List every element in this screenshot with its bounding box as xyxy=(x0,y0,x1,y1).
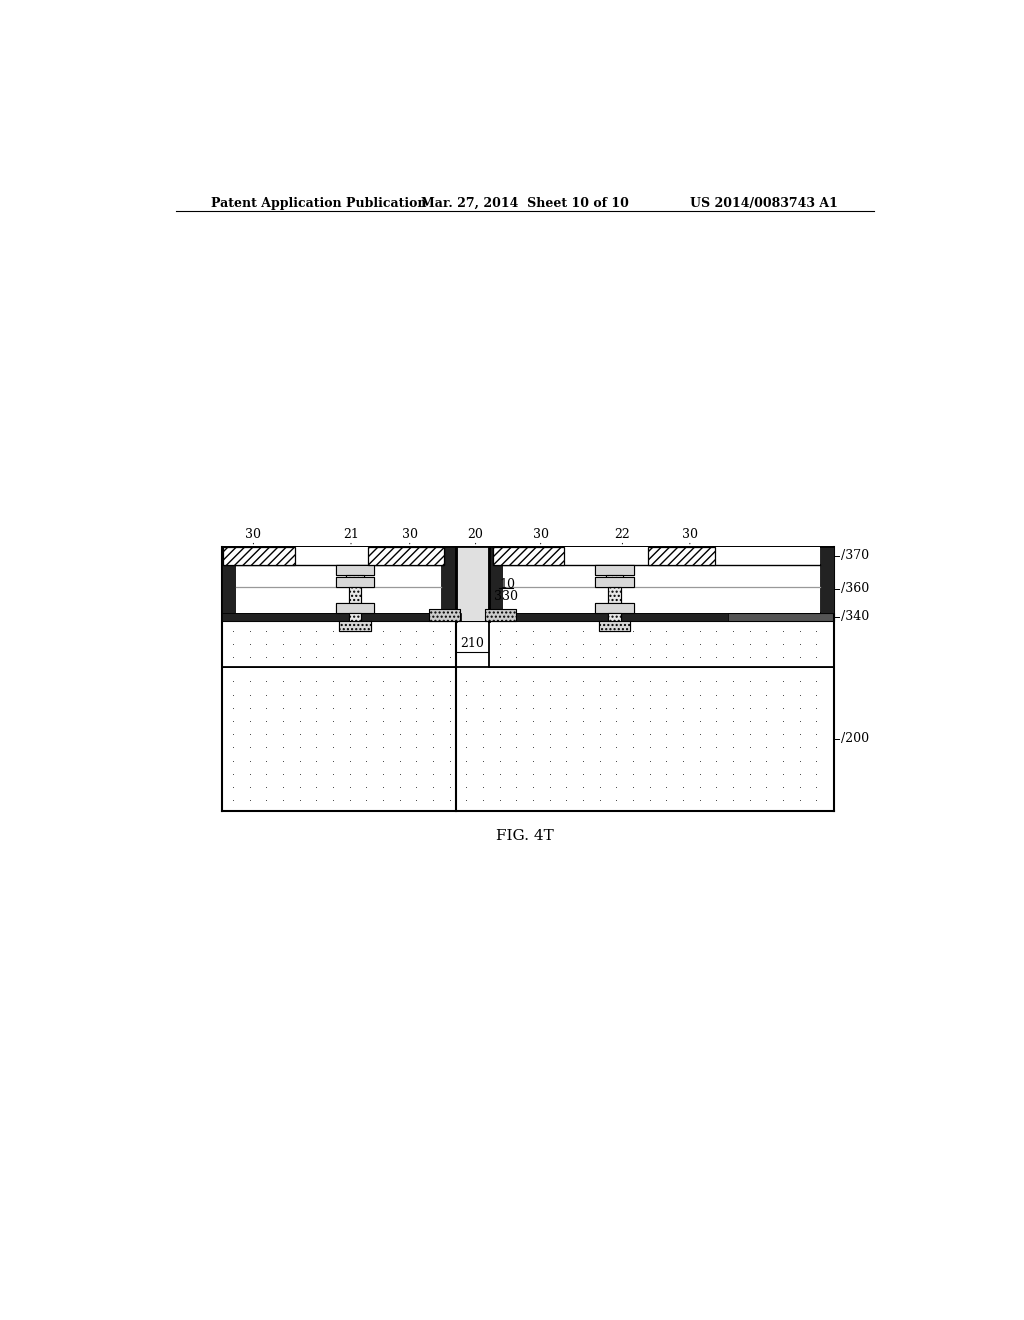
Bar xyxy=(223,546,295,565)
Bar xyxy=(336,602,374,612)
Bar xyxy=(221,667,835,810)
Text: 30: 30 xyxy=(401,528,418,541)
Bar xyxy=(504,546,820,612)
Bar xyxy=(221,565,835,612)
Bar xyxy=(489,620,835,667)
Bar xyxy=(608,587,621,602)
Bar xyxy=(485,609,516,620)
Bar xyxy=(648,546,715,565)
Bar xyxy=(595,577,634,587)
Bar xyxy=(595,602,634,612)
Bar xyxy=(336,565,374,576)
Text: /200: /200 xyxy=(841,733,868,746)
Bar xyxy=(595,565,634,576)
Bar xyxy=(369,546,443,565)
Text: /370: /370 xyxy=(841,549,868,562)
Bar xyxy=(339,620,371,631)
Text: 20: 20 xyxy=(468,528,483,541)
Bar xyxy=(595,577,634,587)
Text: US 2014/0083743 A1: US 2014/0083743 A1 xyxy=(690,197,839,210)
Bar xyxy=(336,565,374,576)
Text: 30: 30 xyxy=(682,528,698,541)
Bar xyxy=(606,576,624,577)
Bar xyxy=(489,612,728,620)
Bar xyxy=(489,546,504,612)
Bar xyxy=(820,546,835,612)
Bar xyxy=(494,546,564,565)
Bar xyxy=(348,587,361,602)
Bar xyxy=(429,609,460,620)
Bar xyxy=(336,602,374,612)
Bar xyxy=(608,612,621,620)
Bar xyxy=(369,546,443,565)
Text: 30: 30 xyxy=(532,528,549,541)
Bar xyxy=(648,546,715,565)
Bar xyxy=(608,587,621,602)
Text: Mar. 27, 2014  Sheet 10 of 10: Mar. 27, 2014 Sheet 10 of 10 xyxy=(421,197,629,210)
Text: 21: 21 xyxy=(343,528,359,541)
Bar xyxy=(485,609,516,620)
Bar xyxy=(456,546,489,620)
Bar xyxy=(441,546,456,612)
Bar xyxy=(221,612,835,620)
Bar xyxy=(348,612,361,620)
Bar xyxy=(221,546,835,565)
Bar xyxy=(348,612,361,620)
Text: FIG. 4T: FIG. 4T xyxy=(496,829,554,843)
Bar xyxy=(494,546,564,565)
Bar xyxy=(221,612,461,620)
Text: 330: 330 xyxy=(494,590,518,602)
Text: 210: 210 xyxy=(461,638,484,651)
Bar xyxy=(599,620,631,631)
Bar xyxy=(346,576,364,577)
Bar xyxy=(429,609,460,620)
Bar xyxy=(336,577,374,587)
Bar xyxy=(236,546,441,612)
Bar xyxy=(606,576,624,577)
Bar xyxy=(608,612,621,620)
Bar xyxy=(339,620,371,631)
Bar xyxy=(595,565,634,576)
Bar xyxy=(595,602,634,612)
Text: 30: 30 xyxy=(246,528,261,541)
Bar xyxy=(336,577,374,587)
Bar xyxy=(221,546,236,612)
Bar xyxy=(346,576,364,577)
Text: 10: 10 xyxy=(500,578,515,590)
Text: /360: /360 xyxy=(841,582,869,595)
Text: 22: 22 xyxy=(614,528,631,541)
Text: Patent Application Publication: Patent Application Publication xyxy=(211,197,427,210)
Bar xyxy=(348,587,361,602)
Bar xyxy=(223,546,295,565)
Bar xyxy=(221,620,456,667)
Bar xyxy=(599,620,631,631)
Text: /340: /340 xyxy=(841,610,869,623)
